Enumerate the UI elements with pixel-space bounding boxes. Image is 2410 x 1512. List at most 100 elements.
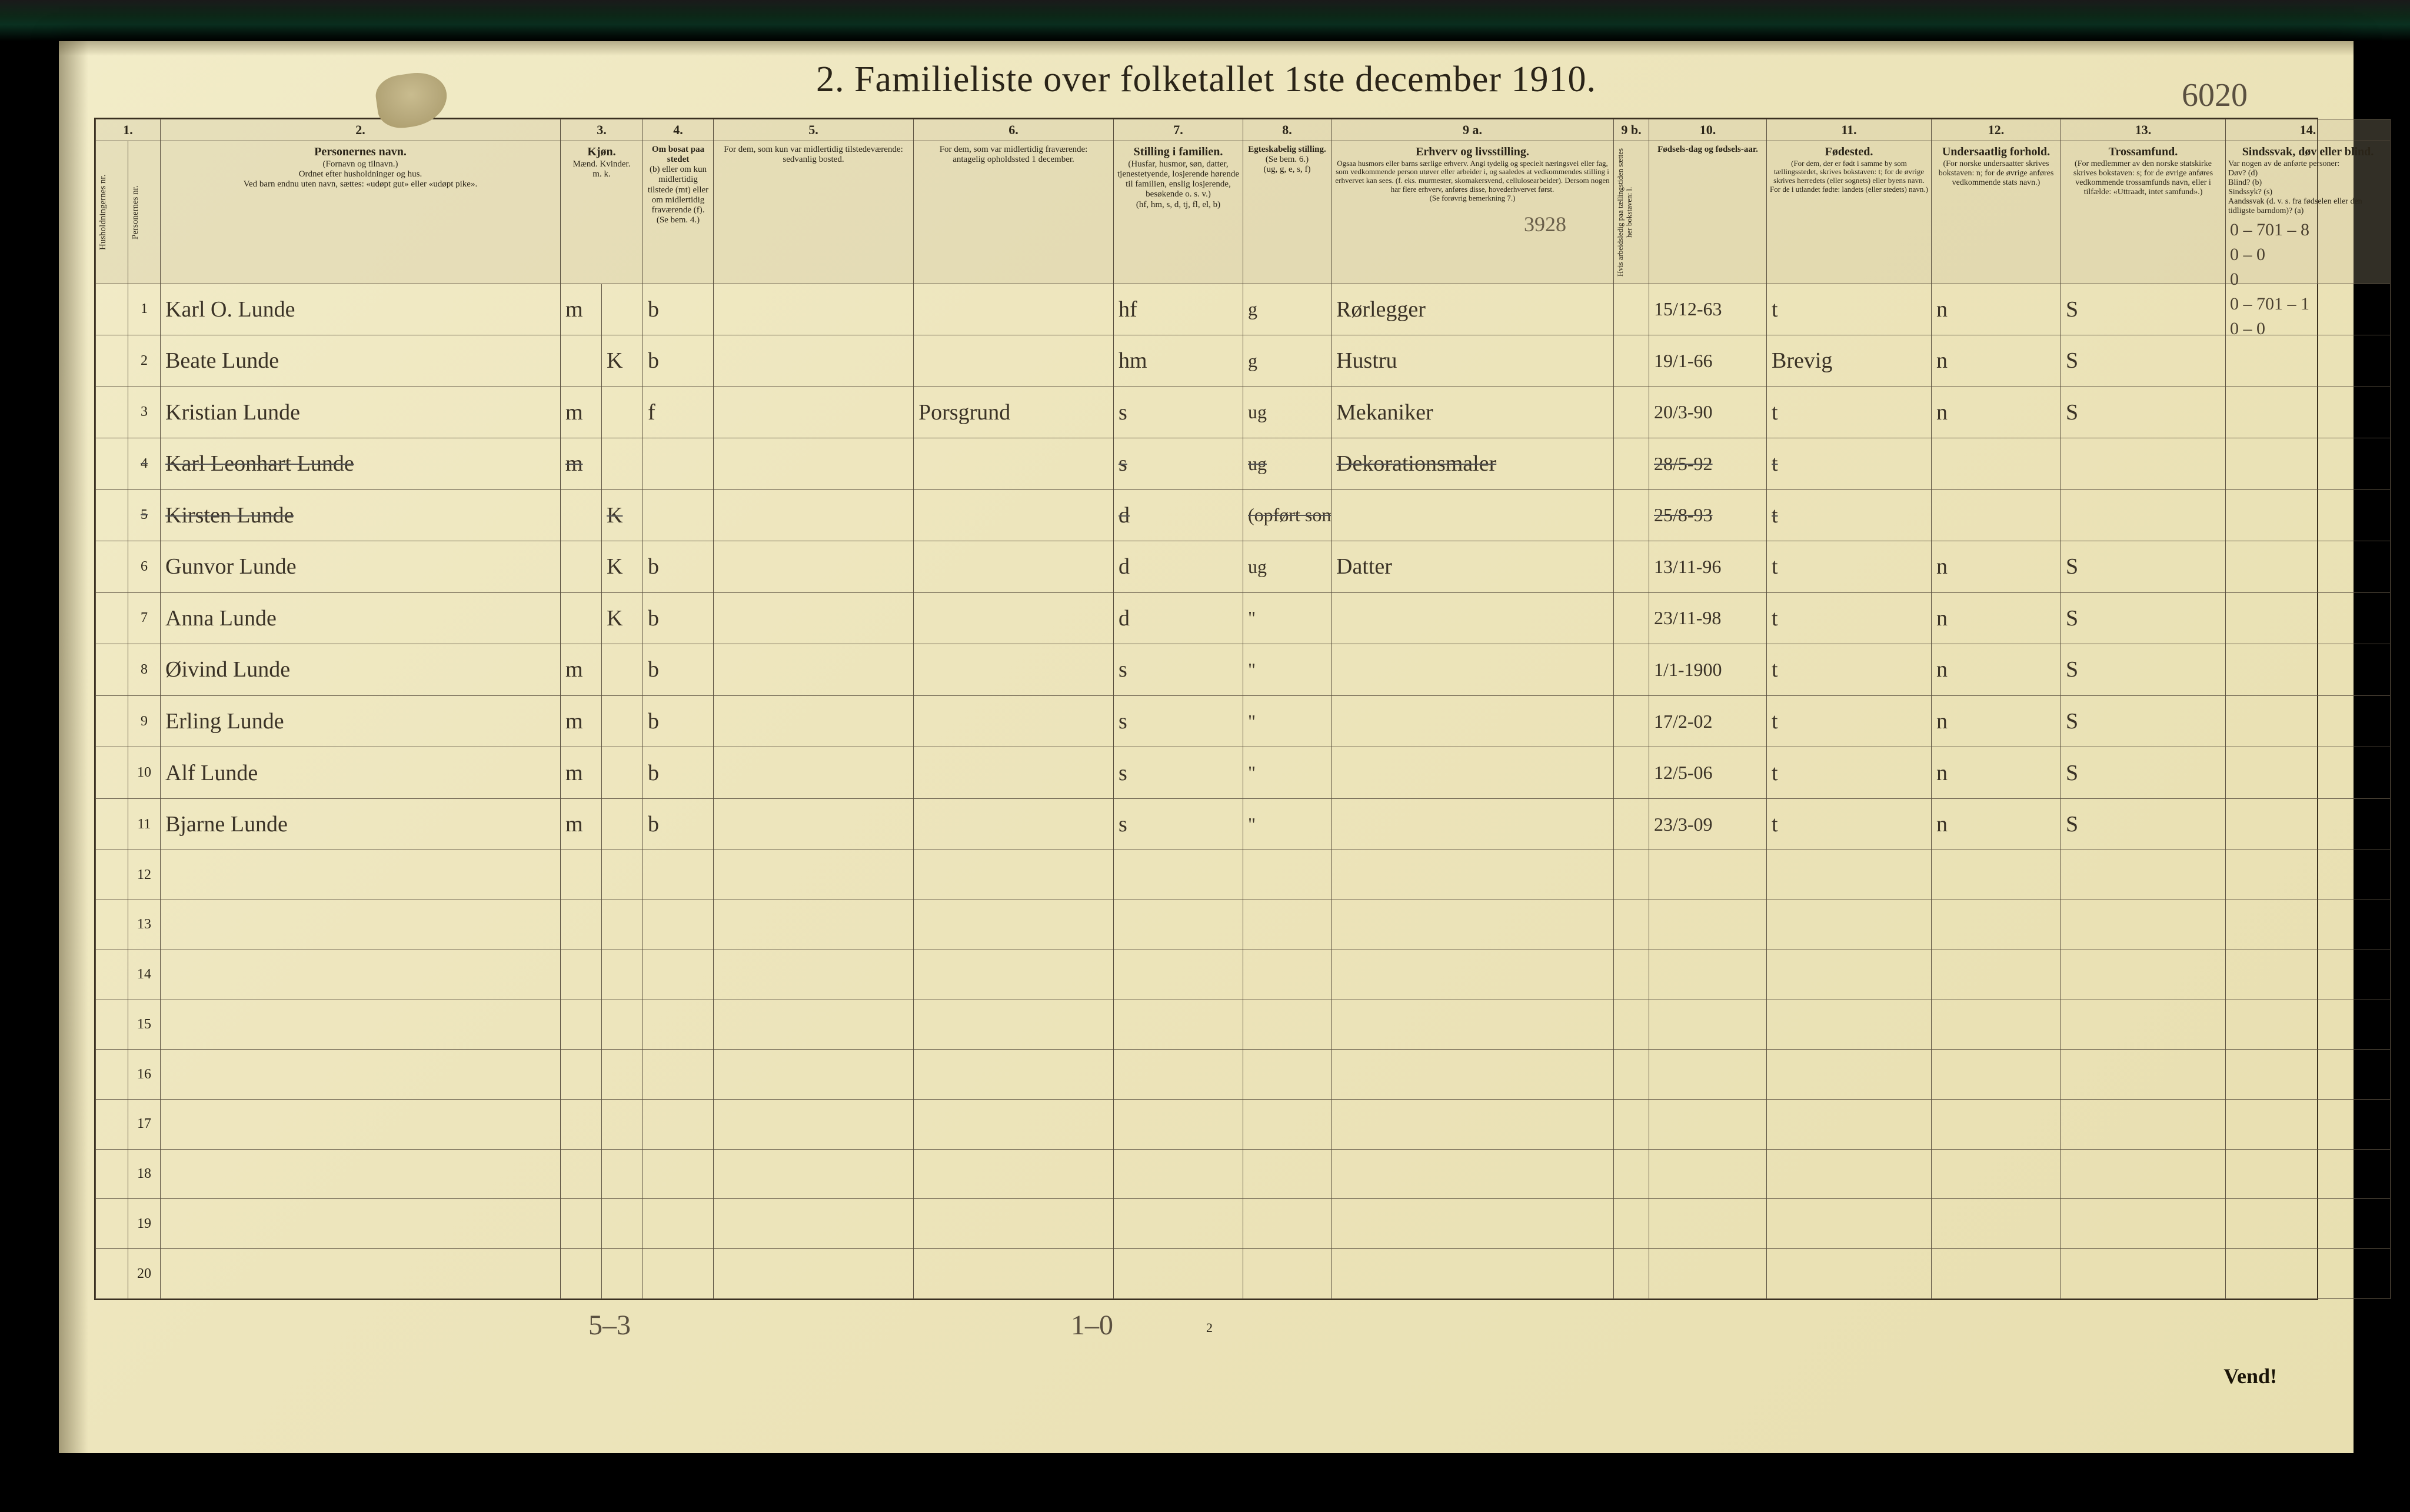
cell	[1649, 1149, 1767, 1199]
cell	[561, 541, 602, 593]
hdr-temp-present: For dem, som kun var midlertidig tilsted…	[714, 141, 914, 284]
cell	[1332, 747, 1614, 799]
cell: K	[602, 489, 643, 541]
cell: Kirsten Lunde	[161, 489, 561, 541]
colnum-8: 8.	[1243, 119, 1332, 141]
cell	[643, 1149, 714, 1199]
cell: Erling Lunde	[161, 695, 561, 747]
cell: d	[1114, 592, 1243, 644]
cell	[602, 284, 643, 335]
cell	[2226, 438, 2391, 490]
cell	[2061, 1000, 2226, 1050]
cell	[2061, 950, 2226, 1000]
cell: 2	[128, 335, 161, 387]
colnum-3: 3.	[561, 119, 643, 141]
cell: 19/1-66	[1649, 335, 1767, 387]
cell	[1614, 644, 1649, 696]
cell	[914, 1050, 1114, 1100]
cell: t	[1767, 438, 1932, 490]
hdr-religion: Trossamfund. (For medlemmer av den norsk…	[2061, 141, 2226, 284]
cell	[1614, 541, 1649, 593]
cell	[161, 850, 561, 900]
table-row: 11Bjarne Lundembs"23/3-09tnS	[96, 798, 2391, 850]
cell: b	[643, 541, 714, 593]
cell: S	[2061, 644, 2226, 696]
cell	[714, 387, 914, 438]
cell	[1649, 900, 1767, 950]
cell: hf	[1114, 284, 1243, 335]
cell	[714, 438, 914, 490]
cell	[1614, 1149, 1649, 1199]
cell	[1243, 1050, 1332, 1100]
cell	[1332, 1099, 1614, 1149]
cell	[1114, 1050, 1243, 1100]
cell: 15/12-63	[1649, 284, 1767, 335]
cell	[1243, 1149, 1332, 1199]
cell	[1649, 850, 1767, 900]
table-row: 6Gunvor LundeKbdugDatter13/11-96tnS	[96, 541, 2391, 593]
cell	[1932, 1149, 2061, 1199]
colnum-13: 13.	[2061, 119, 2226, 141]
cell	[1614, 438, 1649, 490]
cell: m	[561, 438, 602, 490]
cell: s	[1114, 695, 1243, 747]
cell: 4	[128, 438, 161, 490]
cell	[1243, 1249, 1332, 1299]
cell	[1614, 387, 1649, 438]
cell	[2226, 387, 2391, 438]
cell	[2061, 1050, 2226, 1100]
cell: 20	[128, 1249, 161, 1299]
cell	[714, 850, 914, 900]
cell	[1114, 1000, 1243, 1050]
cell: b	[643, 747, 714, 799]
cell: t	[1767, 644, 1932, 696]
cell	[1332, 644, 1614, 696]
cell	[643, 1199, 714, 1249]
cell: m	[561, 644, 602, 696]
cell: "	[1243, 695, 1332, 747]
cell	[602, 695, 643, 747]
cell	[1649, 1249, 1767, 1299]
hdr-dob: Fødsels-dag og fødsels-aar.	[1649, 141, 1767, 284]
cell: m	[561, 747, 602, 799]
cell: 1	[128, 284, 161, 335]
census-page: 2. Familieliste over folketallet 1ste de…	[59, 41, 2354, 1453]
colnum-9a: 9 a.	[1332, 119, 1614, 141]
cell	[1767, 1199, 1932, 1249]
cell: 13/11-96	[1649, 541, 1767, 593]
cell: b	[643, 592, 714, 644]
cell	[96, 1149, 128, 1199]
cell	[714, 1099, 914, 1149]
cell: n	[1932, 541, 2061, 593]
cell	[1332, 1000, 1614, 1050]
cell	[714, 1000, 914, 1050]
cell	[1332, 950, 1614, 1000]
hdr-family-position: Stilling i familien. (Husfar, husmor, sø…	[1114, 141, 1243, 284]
cell	[1932, 489, 2061, 541]
table-row: 5Kirsten LundeKd(opført som egen familie…	[96, 489, 2391, 541]
cell	[1767, 1050, 1932, 1100]
cell	[96, 695, 128, 747]
cell: n	[1932, 695, 2061, 747]
cell: hm	[1114, 335, 1243, 387]
cell: Anna Lunde	[161, 592, 561, 644]
colnum-6: 6.	[914, 119, 1114, 141]
cell	[914, 592, 1114, 644]
cell: 28/5-92	[1649, 438, 1767, 490]
cell: K	[602, 592, 643, 644]
cell	[1114, 1249, 1243, 1299]
cell	[643, 1099, 714, 1149]
cell	[1114, 950, 1243, 1000]
cell	[161, 950, 561, 1000]
colnum-9b: 9 b.	[1614, 119, 1649, 141]
cell	[1114, 900, 1243, 950]
cell: n	[1932, 592, 2061, 644]
cell	[1332, 1249, 1614, 1299]
hdr-name: Personernes navn. (Fornavn og tilnavn.) …	[161, 141, 561, 284]
cell	[714, 335, 914, 387]
cell: t	[1767, 541, 1932, 593]
cell	[714, 1050, 914, 1100]
cell: Gunvor Lunde	[161, 541, 561, 593]
cell	[602, 850, 643, 900]
cell	[914, 1249, 1114, 1299]
